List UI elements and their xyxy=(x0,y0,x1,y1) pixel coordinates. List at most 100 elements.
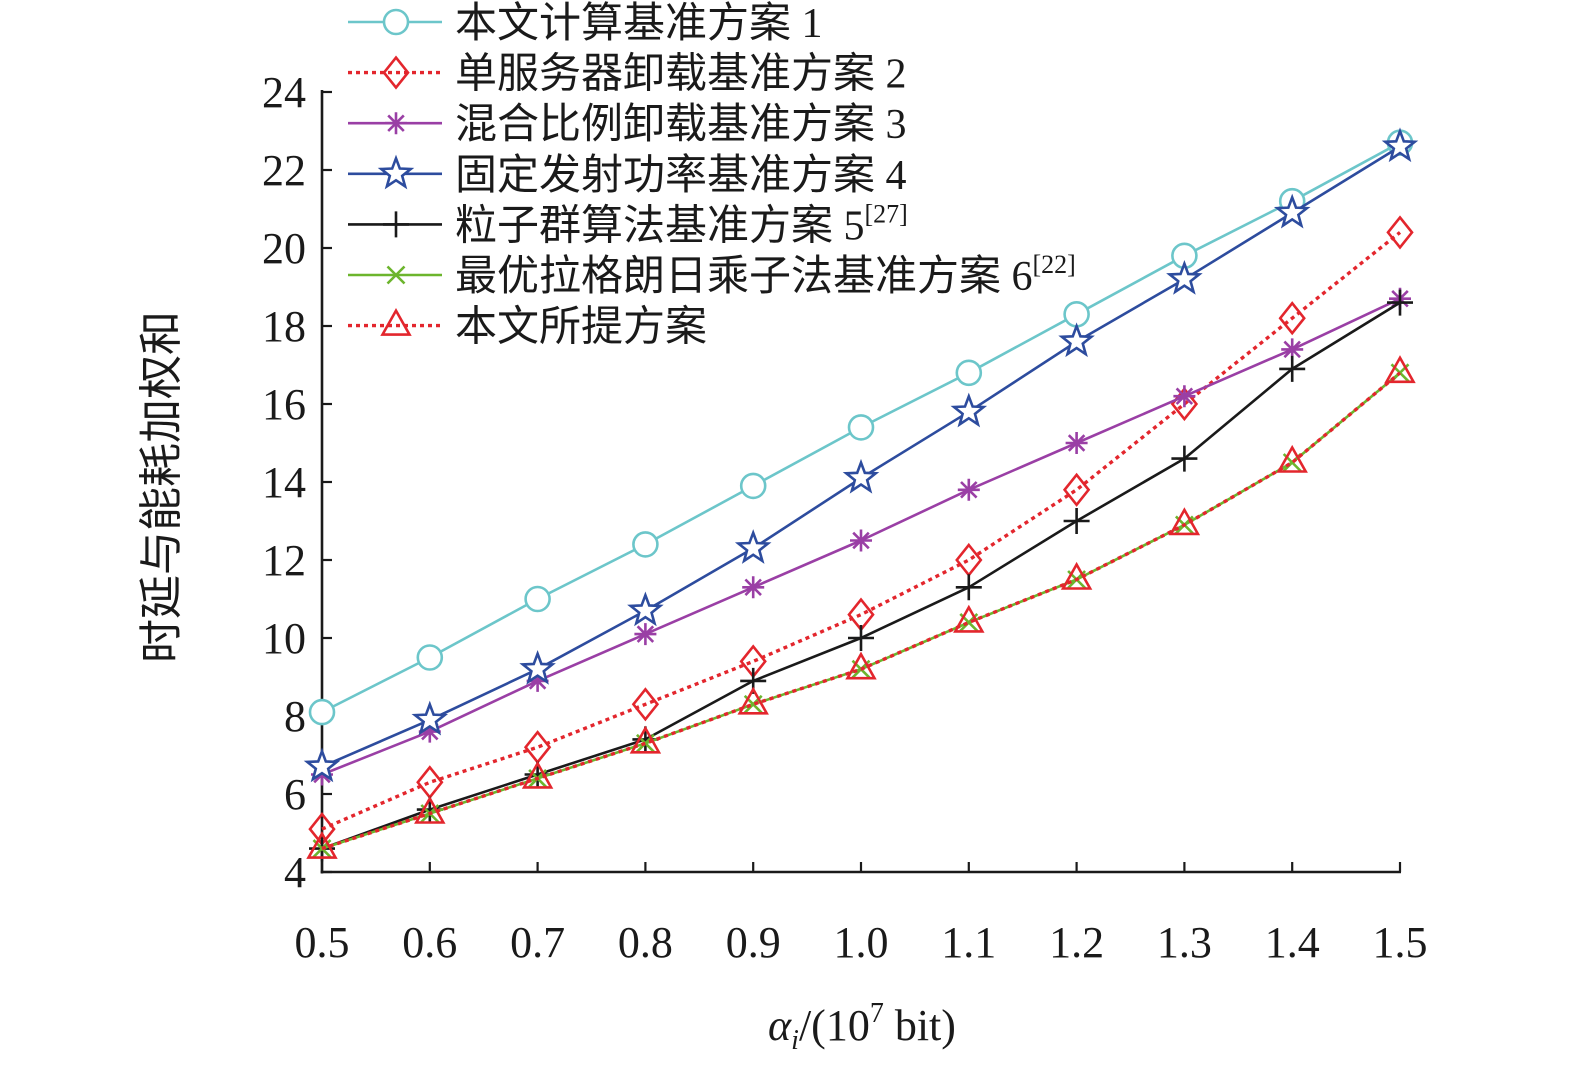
series-7-point xyxy=(953,604,985,633)
legend-label-text: 最优拉格朗日乘子法基准方案 6 xyxy=(455,253,1033,300)
series-1-point xyxy=(632,531,659,558)
legend-label: 粒子群算法基准方案 5[27] xyxy=(455,199,908,249)
legend-label-text: 粒子群算法基准方案 5 xyxy=(455,202,865,249)
y-tick-label: 4 xyxy=(284,848,306,897)
series-3-point xyxy=(1065,432,1088,454)
series-2-point xyxy=(955,542,983,578)
series-1-point xyxy=(524,585,551,613)
series-1-point xyxy=(847,414,875,441)
series-1-point xyxy=(308,698,336,726)
legend-label-text: 单服务器卸载基准方案 2 xyxy=(455,51,907,98)
x-axis-title-prefix: /(10 xyxy=(799,1001,870,1050)
legend-diamond-icon xyxy=(382,55,410,90)
series-3-point xyxy=(742,576,765,599)
series-3-point xyxy=(526,669,549,692)
series-4-point xyxy=(1273,193,1311,229)
y-axis-title: 时延与能耗加权和 xyxy=(137,311,186,663)
series-3-point xyxy=(957,478,980,501)
y-tick-label: 10 xyxy=(262,614,306,663)
series-4-point xyxy=(842,458,880,494)
series-4-point xyxy=(411,700,449,736)
x-axis-title-symbol: α xyxy=(768,1001,792,1050)
series-1-point xyxy=(739,472,767,500)
series-4-point xyxy=(303,747,341,783)
x-tick-label: 1.0 xyxy=(834,918,889,967)
legend-plus-icon xyxy=(383,211,409,238)
x-tick-label: 1.5 xyxy=(1373,918,1428,967)
legend-entry-7: 本文所提方案 xyxy=(348,304,707,351)
legend-entry-4: 固定发射功率基准方案 4 xyxy=(348,152,907,199)
legend-asterisk-icon xyxy=(385,112,407,135)
y-tick-label: 20 xyxy=(262,224,306,273)
series-2-point xyxy=(523,730,552,765)
legend-label: 固定发射功率基准方案 4 xyxy=(455,152,907,199)
series-3-point xyxy=(634,623,657,646)
y-tick-label: 18 xyxy=(262,302,306,351)
y-tick-label: 22 xyxy=(262,146,306,195)
legend-label: 本文计算基准方案 1 xyxy=(455,0,823,47)
series-5-point xyxy=(1279,355,1306,382)
series-2-point xyxy=(631,687,660,722)
series-2-point xyxy=(1386,215,1414,250)
x-tick-label: 1.1 xyxy=(941,918,996,967)
series-4 xyxy=(303,127,1419,783)
legend-entry-2: 单服务器卸载基准方案 2 xyxy=(348,51,907,98)
series-4-point xyxy=(1381,127,1419,163)
y-tick-label: 16 xyxy=(262,380,306,429)
y-tick-label: 12 xyxy=(262,536,306,585)
x-axis-title: αi/(107 bit) xyxy=(768,998,956,1056)
series-7-line xyxy=(321,371,1402,851)
legend-entry-5: 粒子群算法基准方案 5[27] xyxy=(348,199,908,249)
legend-label-text: 混合比例卸载基准方案 3 xyxy=(455,101,907,148)
series-5-line xyxy=(321,301,1401,850)
series-4-point xyxy=(1058,322,1095,358)
axes: 4 6 8 10 12 14 16 18 20 22 24 0.5 0.6 0.7 0.8 0.9 1.0 1.1… xyxy=(262,68,1428,967)
series-3 xyxy=(311,287,1411,786)
legend-label-text: 固定发射功率基准方案 4 xyxy=(455,152,907,199)
legend-label: 混合比例卸载基准方案 3 xyxy=(455,101,907,148)
legend-entry-3: 混合比例卸载基准方案 3 xyxy=(348,101,907,148)
x-axis-title-exponent: 7 xyxy=(870,998,884,1029)
x-tick-label: 1.2 xyxy=(1049,918,1104,967)
series-5 xyxy=(309,289,1413,862)
series-2-line xyxy=(321,231,1402,831)
x-axis-title-suffix: bit) xyxy=(884,1001,956,1050)
x-tick-label: 0.6 xyxy=(402,918,457,967)
legend-label-text: 本文计算基准方案 1 xyxy=(455,0,823,47)
series-7-point xyxy=(737,686,769,715)
series-4-point xyxy=(1166,259,1203,295)
series-2-point xyxy=(416,765,444,800)
series-2-point xyxy=(1278,301,1306,336)
series-7-point xyxy=(1384,355,1416,384)
series-3-point xyxy=(1281,338,1304,361)
legend-label: 单服务器卸载基准方案 2 xyxy=(455,51,907,98)
series-5-point xyxy=(848,625,874,651)
series-5-point xyxy=(1387,289,1413,316)
y-tick-label: 14 xyxy=(262,458,306,507)
y-tick-label: 6 xyxy=(284,770,306,819)
legend-cross-icon xyxy=(386,265,406,285)
series-7-point xyxy=(1276,444,1308,473)
series-5-point xyxy=(1063,508,1090,534)
series-6-line xyxy=(321,371,1401,850)
series-7 xyxy=(306,355,1416,859)
legend-label: 本文所提方案 xyxy=(455,304,707,351)
legend-label-citation: [27] xyxy=(865,199,908,228)
series-4-point xyxy=(519,649,556,685)
x-tick-label: 0.7 xyxy=(510,918,565,967)
series-7-point xyxy=(414,795,446,824)
x-tick-label: 1.3 xyxy=(1157,918,1212,967)
legend-label: 最优拉格朗日乘子法基准方案 6[22] xyxy=(455,250,1076,300)
y-tick-label: 8 xyxy=(284,692,306,741)
series-4-point xyxy=(627,591,664,627)
x-axis-title-subscript: i xyxy=(791,1025,799,1056)
series-7-point xyxy=(521,760,554,789)
series-3-point xyxy=(850,529,872,552)
legend-triangle-icon xyxy=(380,307,412,336)
legend-circle-icon xyxy=(382,8,410,36)
series-5-point xyxy=(955,574,982,601)
series-2-point xyxy=(1062,472,1091,507)
series-7-point xyxy=(1168,507,1201,536)
